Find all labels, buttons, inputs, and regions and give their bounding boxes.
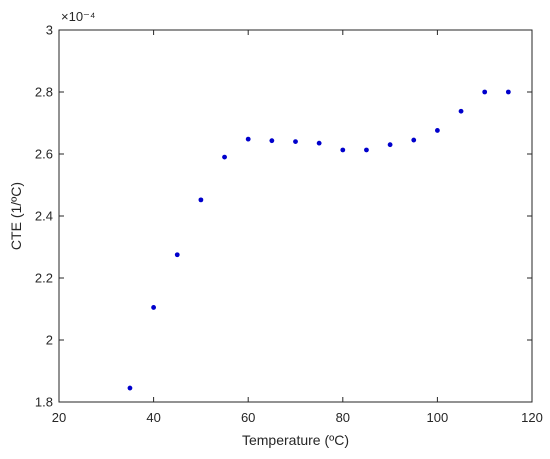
x-axis-label: Temperature (ºC) — [242, 432, 349, 448]
y-tick-label: 2 — [46, 333, 53, 348]
y-tick-label: 3 — [46, 23, 53, 38]
x-tick-label: 80 — [336, 410, 350, 425]
x-tick-label: 20 — [52, 410, 66, 425]
data-point — [458, 108, 464, 114]
x-tick-label: 100 — [427, 410, 449, 425]
data-point — [340, 147, 346, 153]
data-point — [435, 128, 440, 133]
data-point — [411, 137, 417, 143]
data-point — [269, 138, 275, 144]
data-point — [482, 89, 488, 95]
y-tick-label: 2.8 — [35, 85, 53, 100]
data-point — [505, 89, 511, 95]
y-axis-label: CTE (1/ºC) — [8, 182, 24, 250]
x-tick-label: 60 — [241, 410, 255, 425]
x-axis-ticks: 20 40 60 80 100 120 — [52, 30, 543, 425]
y-tick-label: 1.8 — [35, 395, 53, 410]
data-point — [174, 252, 180, 258]
data-point — [222, 154, 227, 160]
data-point — [364, 147, 369, 153]
x-tick-label: 40 — [146, 410, 160, 425]
data-points — [127, 89, 511, 391]
x-tick-label: 120 — [521, 410, 543, 425]
plot-area — [58, 29, 533, 403]
y-tick-label: 2.2 — [35, 271, 53, 286]
data-point — [151, 305, 157, 310]
data-point — [293, 139, 298, 145]
data-point — [387, 142, 393, 148]
data-point — [198, 197, 204, 203]
y-axis-ticks: 1.8 2 2.2 2.4 2.6 2.8 3 — [35, 23, 532, 410]
y-axis-exponent-label: ×10⁻⁴ — [61, 9, 96, 24]
y-tick-label: 2.6 — [35, 147, 53, 162]
data-point — [127, 385, 133, 391]
data-point — [316, 140, 322, 146]
y-tick-label: 2.4 — [35, 209, 53, 224]
data-point — [245, 136, 251, 142]
